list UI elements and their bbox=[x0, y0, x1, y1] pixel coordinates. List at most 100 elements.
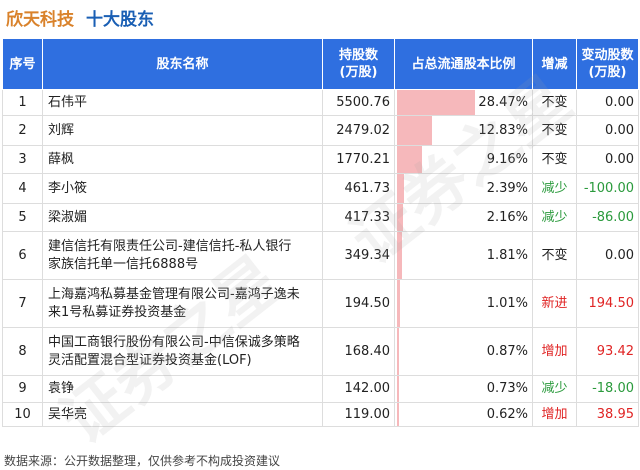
header-name: 股东名称 bbox=[42, 38, 323, 90]
change-status: 减少 bbox=[532, 203, 577, 232]
shareholder-name-line: 中国工商银行股份有限公司-中信保诚多策略 bbox=[48, 334, 300, 350]
header-delta-line2: (万股) bbox=[588, 65, 627, 80]
float-ratio-cell: 2.39% bbox=[394, 173, 533, 204]
change-amount: -100.00 bbox=[576, 173, 639, 204]
shareholder-name-line: 上海嘉鸿私募基金管理有限公司-嘉鸿子逸未 bbox=[48, 286, 300, 302]
shareholder-name-line: 灵活配置混合型证券投资基金(LOF) bbox=[48, 352, 252, 368]
shareholder-name: 袁铮 bbox=[42, 375, 323, 403]
change-status: 不变 bbox=[532, 145, 577, 174]
shareholders-table: 序号 股东名称 持股数 (万股) 占总流通股本比例 增减 变动股数 (万股) 1… bbox=[2, 38, 639, 427]
float-ratio-cell: 0.73% bbox=[394, 375, 533, 403]
ratio-bar bbox=[397, 280, 400, 327]
shareholder-name-line: 来1号私募证券投资基金 bbox=[48, 304, 187, 320]
row-index: 2 bbox=[2, 115, 43, 146]
share-amount: 349.34 bbox=[322, 231, 395, 280]
float-ratio: 28.47% bbox=[478, 94, 528, 110]
shareholder-name-line: 家族信托单一信托6888号 bbox=[48, 256, 199, 272]
float-ratio: 1.01% bbox=[486, 295, 528, 311]
float-ratio-cell: 28.47% bbox=[394, 89, 533, 116]
shareholder-name: 吴华亮 bbox=[42, 402, 323, 427]
change-amount: 0.00 bbox=[576, 231, 639, 280]
header-amount-line1: 持股数 bbox=[338, 48, 378, 63]
float-ratio-cell: 0.62% bbox=[394, 402, 533, 427]
shareholder-name-line: 袁铮 bbox=[48, 381, 75, 396]
float-ratio: 0.62% bbox=[486, 406, 528, 422]
ratio-bar bbox=[397, 204, 403, 231]
row-index: 9 bbox=[2, 375, 43, 403]
change-amount: 38.95 bbox=[576, 402, 639, 427]
float-ratio-cell: 1.01% bbox=[394, 279, 533, 328]
header-delta-line1: 变动股数 bbox=[581, 48, 634, 63]
ratio-bar bbox=[397, 146, 423, 173]
change-amount: 0.00 bbox=[576, 89, 639, 116]
float-ratio-cell: 1.81% bbox=[394, 231, 533, 280]
ratio-bar bbox=[397, 376, 399, 402]
shareholder-name: 梁淑媚 bbox=[42, 203, 323, 232]
float-ratio: 12.83% bbox=[478, 122, 528, 138]
table-header-row: 序号 股东名称 持股数 (万股) 占总流通股本比例 增减 变动股数 (万股) bbox=[2, 38, 639, 90]
shareholder-name-line: 李小筱 bbox=[48, 180, 88, 196]
float-ratio: 0.87% bbox=[486, 343, 528, 359]
change-status: 新进 bbox=[532, 279, 577, 328]
table-row: 5 梁淑媚 417.33 2.16% 减少 -86.00 bbox=[2, 203, 639, 232]
ratio-bar bbox=[397, 174, 404, 203]
row-index: 1 bbox=[2, 89, 43, 116]
share-amount: 1770.21 bbox=[322, 145, 395, 174]
table-row: 6 建信信托有限责任公司-建信信托-私人银行 家族信托单一信托6888号 349.34… bbox=[2, 231, 639, 280]
share-amount: 417.33 bbox=[322, 203, 395, 232]
float-ratio: 2.16% bbox=[486, 209, 528, 225]
header-ratio: 占总流通股本比例 bbox=[394, 38, 533, 90]
table-row: 10 吴华亮 119.00 0.62% 增加 38.95 bbox=[2, 402, 639, 427]
shareholder-name: 刘辉 bbox=[42, 115, 323, 146]
row-index: 8 bbox=[2, 327, 43, 376]
change-status: 减少 bbox=[532, 375, 577, 403]
table-row: 4 李小筱 461.73 2.39% 减少 -100.00 bbox=[2, 173, 639, 204]
header-amount-line2: (万股) bbox=[339, 65, 378, 80]
shareholder-name: 中国工商银行股份有限公司-中信保诚多策略 灵活配置混合型证券投资基金(LOF) bbox=[42, 327, 323, 376]
change-amount: 0.00 bbox=[576, 145, 639, 174]
ratio-bar bbox=[397, 232, 402, 279]
share-amount: 5500.76 bbox=[322, 89, 395, 116]
title-bar: 欣天科技 十大股东 bbox=[0, 0, 640, 34]
company-title: 欣天科技 bbox=[6, 9, 74, 30]
header-amount: 持股数 (万股) bbox=[322, 38, 395, 90]
share-amount: 168.40 bbox=[322, 327, 395, 376]
change-amount: -86.00 bbox=[576, 203, 639, 232]
float-ratio: 2.39% bbox=[486, 180, 528, 196]
float-ratio-cell: 9.16% bbox=[394, 145, 533, 174]
ratio-bar bbox=[397, 116, 433, 145]
float-ratio-cell: 2.16% bbox=[394, 203, 533, 232]
shareholder-name-line: 石伟平 bbox=[48, 94, 88, 110]
table-row: 2 刘辉 2479.02 12.83% 不变 0.00 bbox=[2, 115, 639, 146]
shareholder-name-line: 刘辉 bbox=[48, 122, 75, 138]
row-index: 10 bbox=[2, 402, 43, 427]
table-row: 1 石伟平 5500.76 28.47% 不变 0.00 bbox=[2, 89, 639, 116]
table-body: 1 石伟平 5500.76 28.47% 不变 0.00 2 刘辉 2479.02 12.83% 不… bbox=[2, 89, 639, 427]
header-change: 增减 bbox=[532, 38, 577, 90]
float-ratio-cell: 0.87% bbox=[394, 327, 533, 376]
change-amount: -18.00 bbox=[576, 375, 639, 403]
change-status: 增加 bbox=[532, 327, 577, 376]
shareholder-name-line: 吴华亮 bbox=[48, 406, 88, 422]
shareholder-name-line: 梁淑媚 bbox=[48, 209, 88, 225]
change-amount: 0.00 bbox=[576, 115, 639, 146]
change-amount: 93.42 bbox=[576, 327, 639, 376]
ratio-bar bbox=[397, 90, 475, 115]
data-source-note: 数据来源：公开数据整理，仅供参考不构成投资建议 bbox=[4, 454, 281, 468]
change-status: 不变 bbox=[532, 231, 577, 280]
row-index: 6 bbox=[2, 231, 43, 280]
shareholders-table-container: 序号 股东名称 持股数 (万股) 占总流通股本比例 增减 变动股数 (万股) 1… bbox=[2, 38, 639, 427]
shareholder-name-line: 建信信托有限责任公司-建信信托-私人银行 bbox=[48, 238, 292, 254]
ratio-bar bbox=[397, 403, 399, 426]
table-row: 8 中国工商银行股份有限公司-中信保诚多策略 灵活配置混合型证券投资基金(LOF) 1… bbox=[2, 327, 639, 376]
row-index: 3 bbox=[2, 145, 43, 174]
shareholder-name: 李小筱 bbox=[42, 173, 323, 204]
float-ratio: 0.73% bbox=[486, 381, 528, 396]
float-ratio: 9.16% bbox=[486, 151, 528, 167]
table-row: 9 袁铮 142.00 0.73% 减少 -18.00 bbox=[2, 375, 639, 403]
share-amount: 2479.02 bbox=[322, 115, 395, 146]
float-ratio: 1.81% bbox=[486, 247, 528, 263]
shareholder-name-line: 薛枫 bbox=[48, 151, 75, 167]
row-index: 7 bbox=[2, 279, 43, 328]
change-status: 减少 bbox=[532, 173, 577, 204]
